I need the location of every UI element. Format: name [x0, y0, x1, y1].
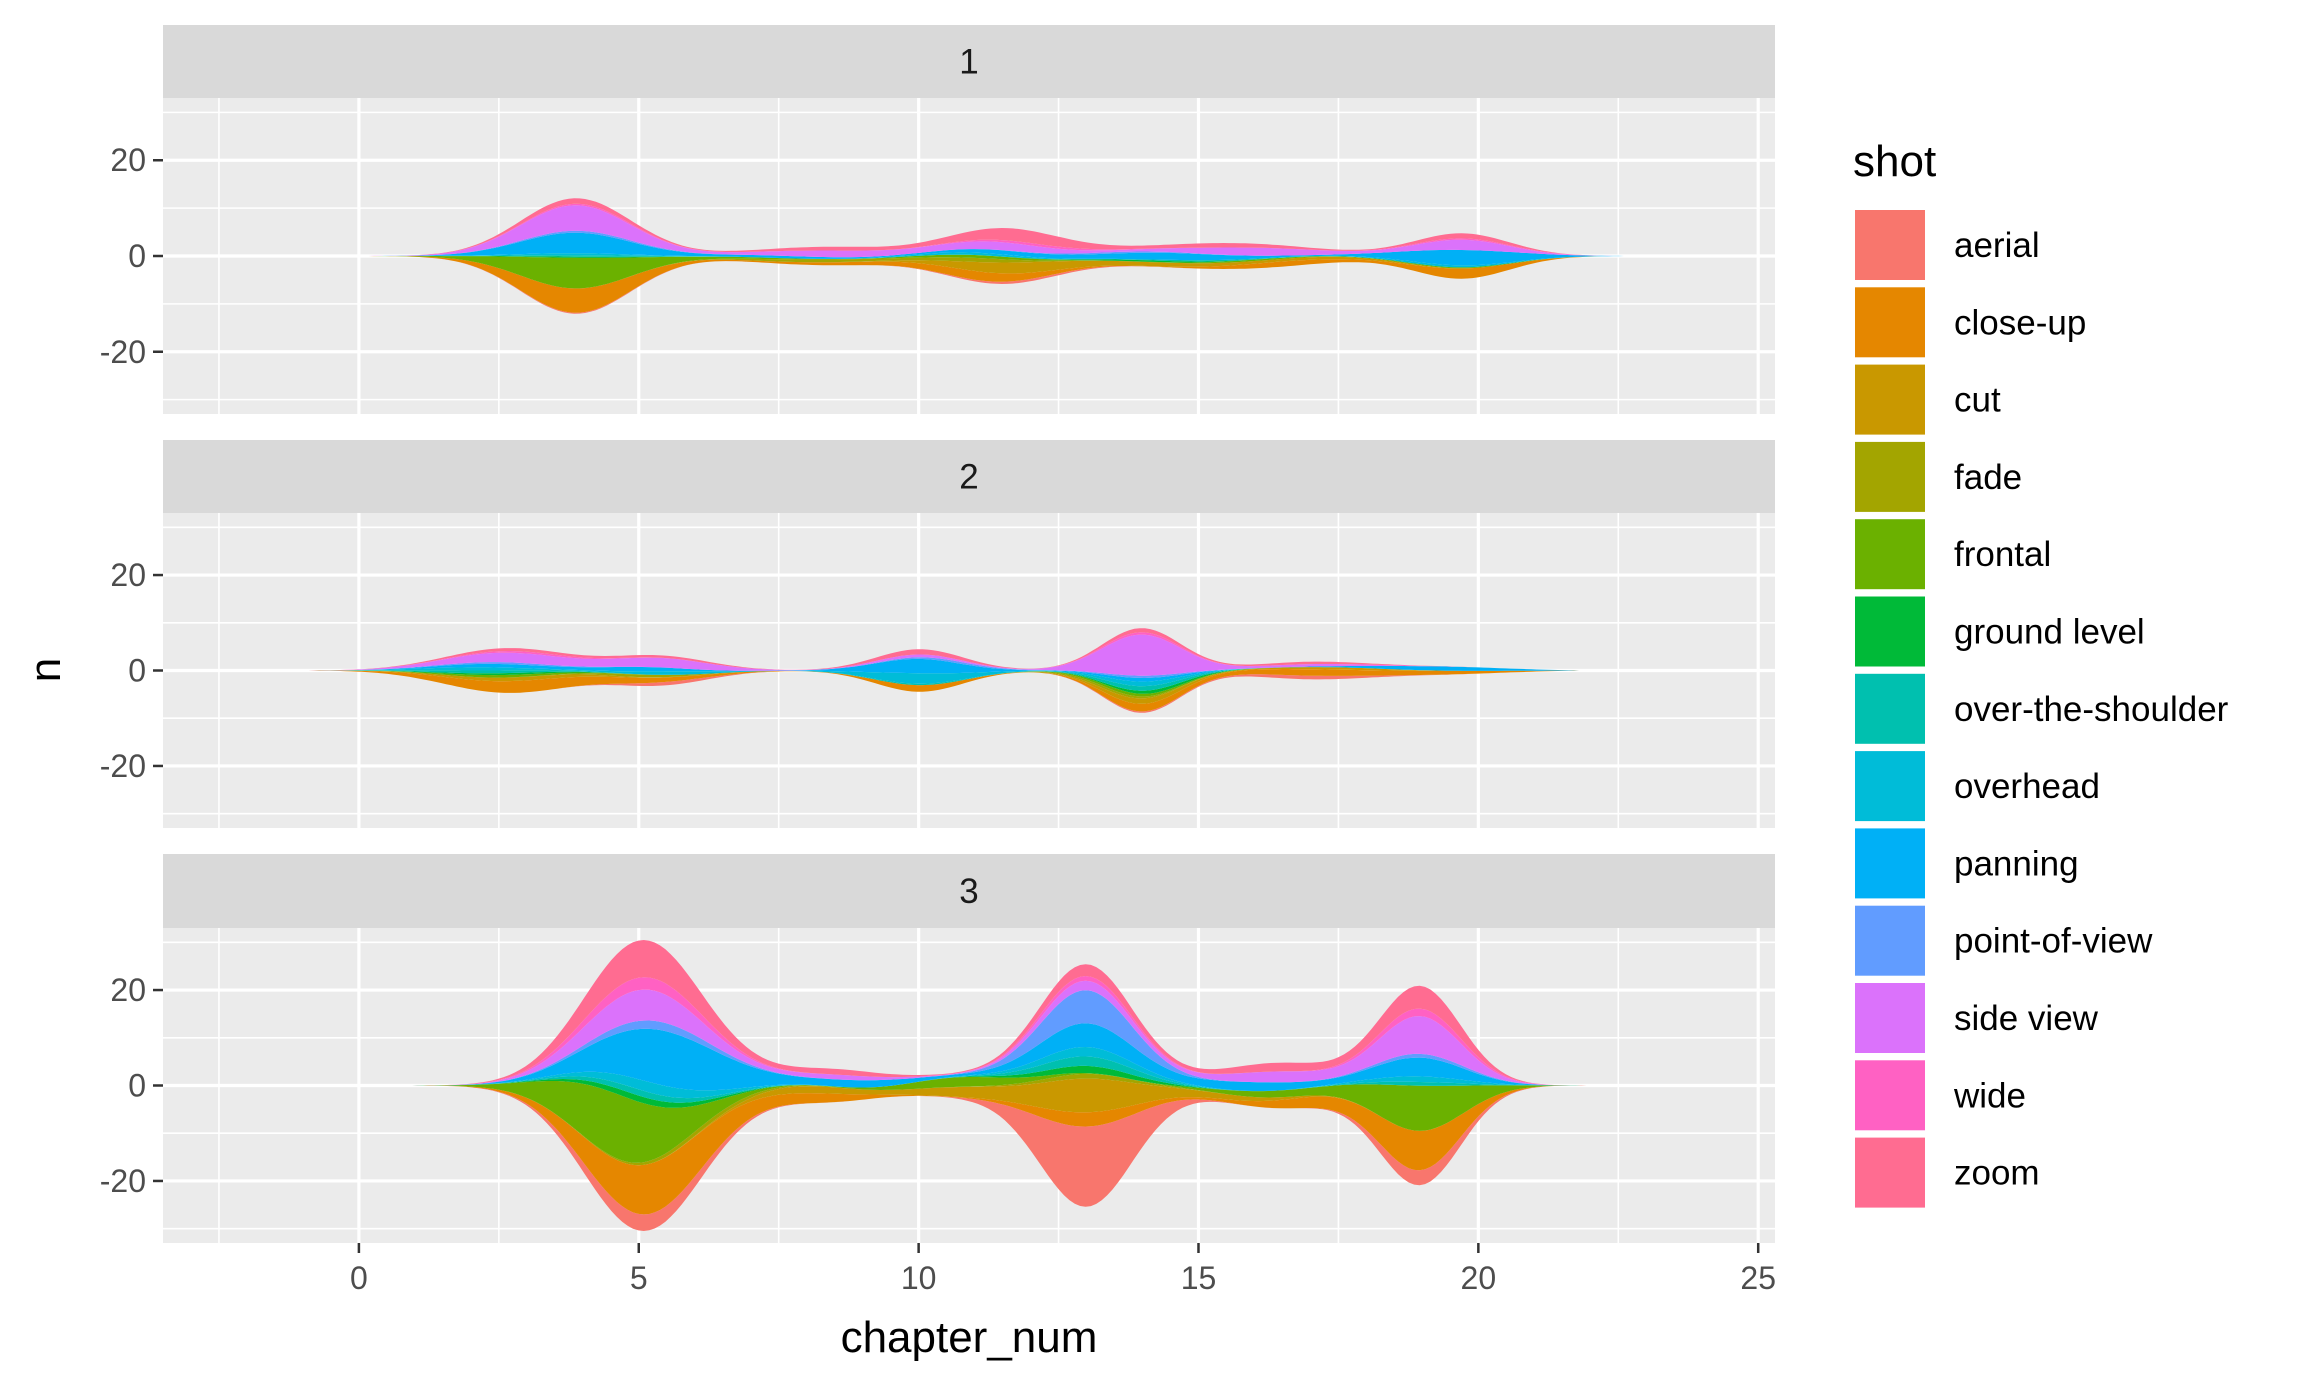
facet-strip — [163, 854, 1775, 928]
legend-key — [1855, 1060, 1925, 1131]
legend: shot aerial close-up cut fade frontal ground … — [1853, 137, 2229, 1208]
legend-label: side view — [1954, 999, 2099, 1038]
legend-item-side-view: side view — [1855, 983, 2099, 1053]
stream-layer-panning — [325, 232, 1624, 266]
legend-item-frontal: frontal — [1855, 519, 2051, 590]
legend-key — [1855, 364, 1925, 435]
stream-layers — [325, 198, 1624, 314]
legend-label: overhead — [1954, 767, 2100, 806]
facet-strip — [163, 25, 1775, 98]
stream-layer-side-view — [325, 205, 1624, 258]
legend-item-panning: panning — [1855, 828, 2079, 899]
stream-layer-panning — [342, 1023, 1636, 1092]
legend-key — [1855, 751, 1925, 822]
x-tick-label: 10 — [901, 1260, 937, 1296]
facet-panel-2: 2 -20 0 20 — [100, 440, 1775, 828]
stream-layer-cut — [342, 1078, 1636, 1166]
legend-item-wide: wide — [1855, 1060, 2026, 1131]
x-axis: 0 5 10 15 20 25 — [350, 1243, 1776, 1296]
x-tick-label: 5 — [630, 1260, 648, 1296]
legend-items: aerial close-up cut fade frontal ground level… — [1855, 210, 2229, 1208]
stream-layer-fade — [308, 667, 1580, 699]
stream-layer-over-the-shoulder — [325, 254, 1624, 268]
legend-item-fade: fade — [1855, 441, 2022, 512]
stream-layer-frontal — [342, 1073, 1636, 1163]
stream-layer-point-of-view — [342, 990, 1636, 1086]
legend-label: ground level — [1954, 613, 2145, 652]
stream-layer-close-up — [325, 256, 1624, 313]
legend-item-cut: cut — [1855, 364, 2001, 435]
legend-key — [1855, 210, 1925, 280]
legend-key — [1855, 673, 1925, 744]
y-axis-title: n — [21, 658, 70, 682]
facet-strip — [163, 440, 1775, 513]
legend-label: panning — [1954, 844, 2079, 883]
legend-item-zoom: zoom — [1855, 1137, 2040, 1208]
legend-item-overhead: overhead — [1855, 751, 2100, 822]
y-tick-label: 20 — [110, 557, 146, 593]
facet-strip-label: 2 — [959, 458, 978, 497]
legend-label: close-up — [1954, 303, 2086, 342]
x-tick-label: 0 — [350, 1260, 368, 1296]
facet-panel-3: 3 -20 0 20 — [100, 854, 1775, 1243]
stream-layer-zoom — [342, 940, 1636, 1086]
y-tick-label: 0 — [128, 1068, 146, 1104]
facet-panel-1: 1 -20 0 20 — [100, 25, 1775, 414]
legend-label: over-the-shoulder — [1954, 690, 2229, 729]
stream-layer-overhead — [308, 667, 1580, 687]
facet-strip-label: 3 — [959, 872, 978, 911]
legend-title: shot — [1853, 137, 1936, 186]
stream-layers — [342, 940, 1636, 1231]
y-tick-label: -20 — [100, 1163, 146, 1199]
y-tick-label: 20 — [110, 972, 146, 1008]
legend-label: cut — [1954, 381, 2001, 420]
y-tick-label: -20 — [100, 748, 146, 784]
stream-layer-close-up — [308, 669, 1580, 712]
legend-label: frontal — [1954, 535, 2051, 574]
legend-key — [1855, 596, 1925, 667]
stream-layer-side-view — [342, 980, 1636, 1086]
stream-layer-ground-level — [342, 1065, 1636, 1108]
legend-label: wide — [1953, 1076, 2026, 1115]
y-tick-label: 0 — [128, 653, 146, 689]
legend-label: zoom — [1954, 1154, 2040, 1193]
x-tick-label: 25 — [1740, 1260, 1776, 1296]
stream-layer-frontal — [325, 254, 1624, 289]
legend-key — [1855, 828, 1925, 899]
legend-item-close-up: close-up — [1855, 287, 2086, 358]
legend-item-point-of-view: point-of-view — [1855, 905, 2153, 976]
legend-key — [1855, 983, 1925, 1053]
stream-layers — [308, 628, 1580, 713]
stream-layer-overhead — [342, 1047, 1636, 1099]
y-tick-label: 0 — [128, 238, 146, 274]
legend-key — [1855, 905, 1925, 976]
legend-label: fade — [1954, 458, 2022, 497]
stream-layer-over-the-shoulder — [342, 1056, 1636, 1103]
x-axis-title: chapter_num — [841, 1313, 1098, 1362]
legend-item-ground-level: ground level — [1855, 596, 2145, 667]
y-tick-label: -20 — [100, 334, 146, 370]
stream-layer-panning — [308, 658, 1580, 682]
facet-panels: 1 -20 0 20 2 -20 0 20 3 -20 0 20 — [100, 25, 1775, 1243]
x-tick-label: 20 — [1461, 1260, 1497, 1296]
legend-key — [1855, 519, 1925, 590]
facet-strip-label: 1 — [959, 43, 978, 82]
x-tick-label: 15 — [1181, 1260, 1217, 1296]
stream-layer-cut — [325, 256, 1624, 289]
y-tick-label: 20 — [110, 142, 146, 178]
stream-layer-close-up — [342, 1085, 1636, 1215]
legend-key — [1855, 287, 1925, 358]
legend-item-aerial: aerial — [1855, 210, 2040, 280]
stream-layer-ground-level — [308, 667, 1580, 694]
legend-item-over-the-shoulder: over-the-shoulder — [1855, 673, 2229, 744]
legend-label: aerial — [1954, 226, 2040, 265]
legend-label: point-of-view — [1954, 922, 2153, 961]
legend-key — [1855, 441, 1925, 512]
legend-key — [1855, 1137, 1925, 1208]
stream-layer-side-view — [308, 634, 1580, 676]
